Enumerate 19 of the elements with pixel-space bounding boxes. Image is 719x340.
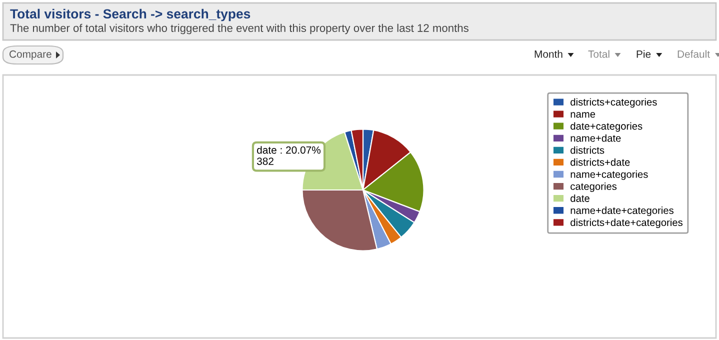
text: Month	[534, 50, 562, 58]
text: Default	[678, 50, 710, 58]
text: Compare	[10, 50, 52, 60]
legend-label: name	[570, 112, 596, 118]
legend-label: districts+date+categories	[570, 218, 682, 228]
data-label: date : 20.07% 382	[256, 146, 321, 165]
legend-label: districts+categories	[570, 98, 657, 108]
legend-label: districts+date	[570, 158, 630, 166]
legend-label: name+date+categories	[570, 206, 674, 216]
legend-label: districts	[570, 146, 604, 154]
legend-label: name+date	[570, 134, 621, 142]
legend-label: date+categories	[570, 122, 642, 132]
text: Total	[588, 50, 610, 58]
text: Pie	[636, 50, 651, 58]
legend-label: name+categories	[570, 170, 648, 180]
legend-label: categories	[570, 182, 617, 192]
chart-subtitle: The number of total visitors who triggered the event with this property over the last 12 months	[10, 24, 468, 34]
legend-label: date	[570, 194, 590, 202]
text: Total visitors - Search -> search_types	[10, 8, 250, 22]
